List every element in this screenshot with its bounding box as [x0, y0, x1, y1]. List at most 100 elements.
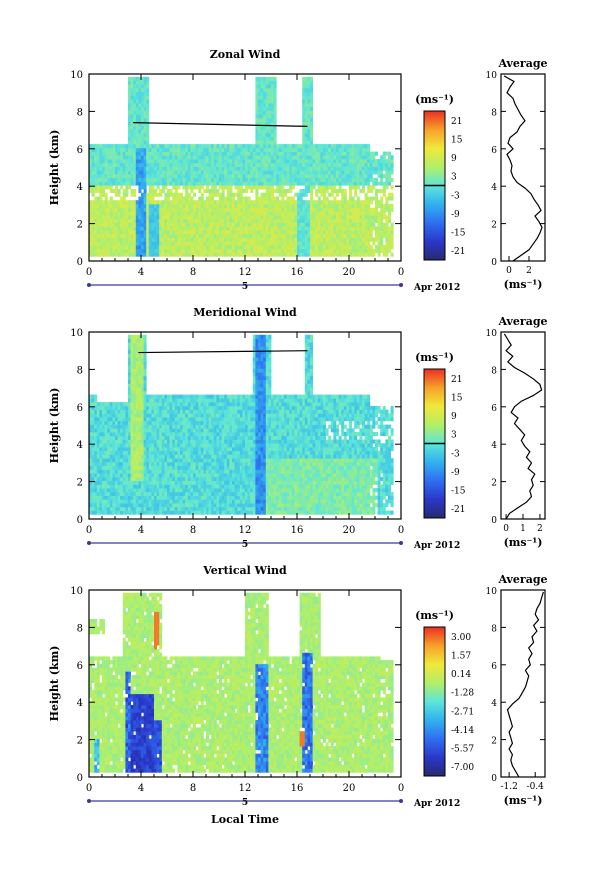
- heatmap-cell: [307, 166, 311, 171]
- heatmap-cell: [172, 151, 176, 156]
- heatmap-cell: [388, 170, 391, 175]
- heatmap-cell: [234, 185, 238, 190]
- heatmap-cell: [102, 185, 105, 190]
- heatmap-cell: [208, 218, 212, 223]
- heatmap-cell: [112, 181, 116, 186]
- heatmap-cell: [133, 476, 137, 481]
- heatmap-cell: [117, 215, 121, 220]
- heatmap-cell: [224, 233, 228, 238]
- heatmap-cell: [99, 215, 103, 220]
- heatmap-cell: [128, 166, 131, 171]
- heatmap-cell: [307, 117, 311, 122]
- heatmap-cell: [107, 155, 111, 160]
- heatmap-cell: [211, 189, 215, 194]
- heatmap-cell: [164, 469, 168, 474]
- heatmap-cell: [159, 230, 163, 235]
- heatmap-cell: [299, 147, 303, 152]
- heatmap-cell: [143, 237, 147, 242]
- heatmap-cell: [177, 218, 181, 223]
- heatmap-cell: [284, 211, 287, 216]
- heatmap-cell: [89, 237, 92, 242]
- heatmap-cell: [281, 222, 285, 227]
- heatmap-cell: [208, 245, 212, 250]
- heatmap-cell: [109, 222, 113, 227]
- heatmap-cell: [91, 204, 95, 209]
- heatmap-cell: [141, 424, 144, 429]
- heatmap-cell: [200, 159, 204, 164]
- heatmap-cell: [317, 222, 321, 227]
- heatmap-cell: [159, 476, 163, 481]
- heatmap-cell: [346, 162, 350, 167]
- heatmap-cell: [128, 424, 131, 429]
- heatmap-cell: [276, 181, 280, 186]
- heatmap-cell: [143, 402, 147, 407]
- heatmap-cell: [336, 170, 339, 175]
- heatmap-cell: [169, 170, 173, 175]
- heatmap-cell: [252, 144, 256, 149]
- heatmap-cell: [245, 233, 248, 238]
- heatmap-cell: [187, 162, 191, 167]
- heatmap-cell: [286, 159, 290, 164]
- heatmap-cell: [258, 200, 261, 205]
- heatmap-cell: [104, 200, 108, 205]
- heatmap-cell: [312, 151, 316, 156]
- heatmap-cell: [297, 215, 300, 220]
- heatmap-cell: [294, 155, 298, 160]
- heatmap-cell: [385, 218, 389, 223]
- heatmap-cell: [341, 245, 345, 250]
- heatmap-cell: [271, 140, 274, 145]
- heatmap-cell: [89, 166, 92, 171]
- heatmap-cell: [390, 241, 394, 246]
- heatmap-cell: [216, 215, 220, 220]
- heatmap-cell: [177, 207, 181, 212]
- heatmap-cell: [289, 162, 293, 167]
- heatmap-cell: [128, 491, 131, 496]
- heatmap-cell: [154, 237, 157, 242]
- heatmap-cell: [200, 226, 204, 231]
- y-tick-label: 8: [77, 107, 83, 118]
- heatmap-cell: [380, 233, 384, 238]
- heatmap-cell: [107, 252, 111, 257]
- heatmap-cell: [250, 177, 254, 182]
- heatmap-cell: [367, 200, 371, 205]
- heatmap-cell: [315, 181, 319, 186]
- heatmap-cell: [141, 76, 144, 81]
- heatmap-cell: [107, 484, 111, 489]
- heatmap-cell: [159, 506, 163, 511]
- heatmap-cell: [96, 218, 100, 223]
- heatmap-cell: [99, 447, 103, 452]
- heatmap-cell: [273, 151, 277, 156]
- heatmap-cell: [120, 469, 124, 474]
- heatmap-cell: [216, 147, 220, 152]
- heatmap-cell: [359, 248, 363, 253]
- heatmap-cell: [250, 181, 254, 186]
- heatmap-cell: [193, 144, 196, 149]
- heatmap-cell: [346, 241, 350, 246]
- heatmap-cell: [247, 166, 251, 171]
- heatmap-cell: [297, 226, 300, 231]
- heatmap-cell: [359, 151, 363, 156]
- heatmap-cell: [182, 230, 186, 235]
- heatmap-cell: [148, 491, 152, 496]
- heatmap-cell: [289, 159, 293, 164]
- heatmap-cell: [141, 488, 144, 493]
- heatmap-cell: [138, 338, 142, 343]
- heatmap-cell: [356, 230, 360, 235]
- heatmap-cell: [120, 473, 124, 478]
- heatmap-cell: [302, 170, 306, 175]
- heatmap-cell: [143, 95, 147, 100]
- heatmap-cell: [234, 181, 238, 186]
- heatmap-cell: [143, 428, 147, 433]
- heatmap-cell: [382, 159, 386, 164]
- heatmap-cell: [211, 155, 215, 160]
- heatmap-cell: [146, 450, 150, 455]
- heatmap-cell: [330, 207, 334, 212]
- heatmap-cell: [213, 226, 217, 231]
- heatmap-cell: [354, 218, 358, 223]
- heatmap-cell: [138, 375, 142, 380]
- heatmap-cell: [146, 132, 150, 137]
- heatmap-cell: [133, 435, 137, 440]
- heatmap-cell: [130, 189, 134, 194]
- heatmap-cell: [343, 204, 347, 209]
- heatmap-cell: [268, 166, 272, 171]
